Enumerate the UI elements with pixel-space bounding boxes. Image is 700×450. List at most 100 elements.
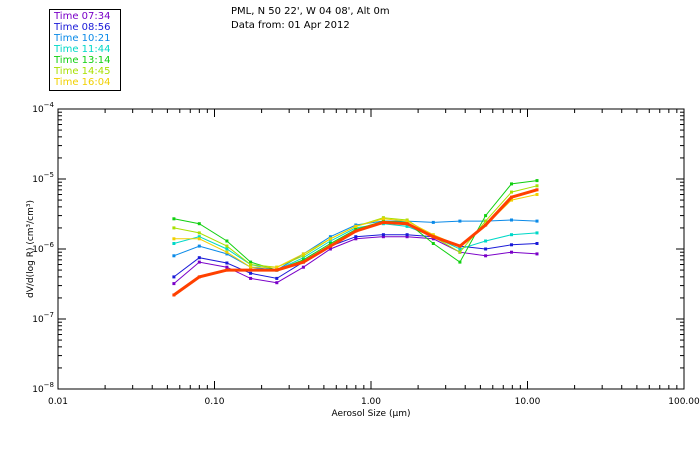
legend-entry: Time 08:56 bbox=[54, 22, 111, 33]
data-point bbox=[328, 247, 332, 251]
x-axis-label: Aerosol Size (μm) bbox=[332, 409, 411, 419]
data-point bbox=[535, 188, 539, 192]
data-point bbox=[275, 281, 279, 285]
legend-entry: Time 10:21 bbox=[54, 33, 111, 44]
data-point bbox=[249, 268, 253, 272]
data-point bbox=[535, 242, 539, 245]
data-point bbox=[510, 198, 513, 202]
data-point bbox=[328, 242, 332, 245]
data-point bbox=[510, 233, 513, 237]
x-tick-label: 100.00 bbox=[668, 397, 700, 407]
data-point bbox=[197, 237, 201, 241]
data-point bbox=[301, 258, 305, 262]
data-point bbox=[301, 260, 305, 264]
data-point bbox=[431, 235, 435, 239]
legend-entry: Time 07:34 bbox=[54, 11, 111, 22]
data-point bbox=[172, 226, 176, 230]
data-point bbox=[301, 254, 305, 258]
data-point bbox=[225, 244, 229, 248]
data-point bbox=[458, 260, 462, 264]
location-title: PML, N 50 22', W 04 08', Alt 0m bbox=[231, 6, 390, 17]
x-tick-label: 0.01 bbox=[48, 397, 68, 407]
data-point bbox=[484, 223, 488, 227]
data-point bbox=[458, 244, 462, 248]
data-point bbox=[197, 231, 201, 235]
data-point bbox=[484, 239, 488, 243]
data-point bbox=[172, 293, 176, 297]
y-axis-label: dV/d(log R) (cm³/cm³) bbox=[26, 200, 36, 298]
data-point bbox=[431, 242, 435, 245]
data-point bbox=[381, 220, 385, 224]
data-point bbox=[197, 235, 201, 239]
data-point bbox=[172, 275, 176, 279]
data-point bbox=[431, 220, 435, 224]
legend-entry: Time 16:04 bbox=[54, 77, 111, 88]
data-point bbox=[354, 237, 358, 241]
data-point bbox=[354, 235, 358, 239]
series-line bbox=[173, 236, 538, 284]
data-point bbox=[458, 247, 462, 251]
data-point bbox=[172, 242, 176, 245]
y-tick-label: 10−5 bbox=[32, 171, 54, 185]
data-point bbox=[484, 254, 488, 258]
y-tick-label: 10−4 bbox=[32, 101, 54, 115]
data-point bbox=[535, 231, 539, 235]
x-tick-label: 1.00 bbox=[361, 397, 381, 407]
data-point bbox=[484, 214, 488, 218]
data-point bbox=[301, 256, 305, 260]
data-point bbox=[535, 193, 539, 196]
data-point bbox=[510, 182, 513, 186]
data-point bbox=[381, 233, 385, 237]
data-point bbox=[275, 276, 279, 280]
data-point bbox=[172, 282, 176, 286]
data-point bbox=[535, 252, 539, 256]
data-point bbox=[197, 256, 201, 260]
data-point bbox=[275, 265, 279, 269]
plot-frame bbox=[57, 108, 685, 390]
data-point bbox=[249, 260, 253, 264]
data-point bbox=[535, 184, 539, 188]
data-point bbox=[354, 229, 358, 233]
data-point bbox=[535, 179, 539, 183]
data-point bbox=[249, 263, 253, 266]
data-point bbox=[354, 228, 358, 231]
data-point bbox=[510, 250, 513, 254]
data-point bbox=[458, 219, 462, 223]
data-point bbox=[197, 244, 201, 248]
data-point bbox=[328, 237, 332, 241]
data-point bbox=[510, 195, 513, 199]
data-point bbox=[381, 235, 385, 239]
data-point bbox=[458, 250, 462, 254]
data-point bbox=[405, 224, 409, 228]
x-tick-label: 10.00 bbox=[515, 397, 541, 407]
data-point bbox=[354, 224, 358, 228]
data-point bbox=[431, 233, 435, 237]
data-point bbox=[510, 218, 513, 222]
data-point bbox=[510, 243, 513, 247]
data-point bbox=[405, 222, 409, 226]
data-point bbox=[249, 265, 253, 269]
legend-entry: Time 13:14 bbox=[54, 55, 111, 66]
data-point bbox=[275, 268, 279, 272]
data-point bbox=[301, 265, 305, 269]
data-point bbox=[197, 260, 201, 264]
data-point bbox=[225, 268, 229, 272]
data-point bbox=[249, 271, 253, 275]
y-tick-label: 10−7 bbox=[32, 311, 54, 325]
legend: Time 07:34 Time 08:56 Time 10:21 Time 11:44… bbox=[49, 9, 121, 91]
x-tick-label: 0.10 bbox=[204, 397, 224, 407]
data-point bbox=[225, 250, 229, 254]
data-point bbox=[225, 252, 229, 256]
data-point bbox=[172, 217, 176, 221]
data-point bbox=[197, 275, 201, 279]
data-point bbox=[328, 239, 332, 243]
data-point bbox=[225, 239, 229, 243]
data-point bbox=[431, 237, 435, 241]
data-point bbox=[301, 252, 305, 256]
data-point bbox=[197, 222, 201, 226]
data-point bbox=[381, 217, 385, 221]
y-tick-label: 10−6 bbox=[32, 241, 54, 255]
data-point bbox=[535, 219, 539, 223]
data-point bbox=[249, 276, 253, 280]
